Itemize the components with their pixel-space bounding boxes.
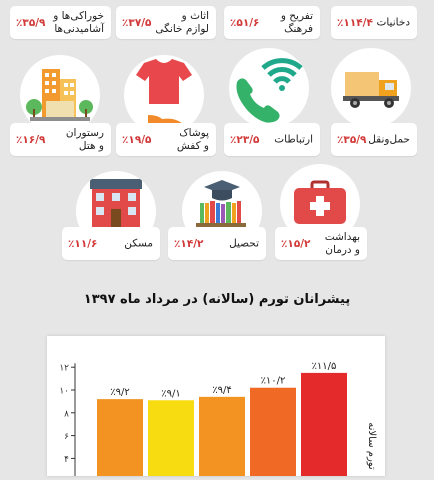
bar-value-label: ٪۹/۲ xyxy=(110,387,129,398)
bar xyxy=(250,387,296,480)
bar xyxy=(301,372,347,480)
category-value: ٪۳۷/۵ xyxy=(122,16,152,29)
y-tick-label: ۸ xyxy=(64,409,69,419)
category-label: رستوران و هتل xyxy=(65,126,104,152)
category-value: ٪۱۱/۶ xyxy=(68,237,98,250)
category-label: تحصیل xyxy=(229,237,259,249)
category-label: خوراکی‌ها و آشامیدنی‌ها xyxy=(53,9,104,35)
category-label: اثاث و لوازم خانگی xyxy=(155,9,209,35)
chart-panel: ۴ ۶ ۸ ۱۰ ۱۲ ٪۹/۲ ٪۹/۱ ٪۹/۴ ٪۱۰/۲ ٪۱۱/۵ تورم سالانه xyxy=(47,336,385,480)
category-card-education: تحصیل ٪۱۴/۲ xyxy=(168,227,266,260)
category-label: ارتباطات xyxy=(274,133,313,145)
category-label: بهداشت و درمان xyxy=(324,230,360,256)
category-value: ٪۵۱/۶ xyxy=(230,16,260,29)
truck-icon xyxy=(331,48,411,128)
y-tick-label: ۱۰ xyxy=(59,387,69,397)
category-label: پوشاک و کفش xyxy=(176,126,209,152)
category-card-clothing: پوشاک و کفش ٪۱۹/۵ xyxy=(116,123,216,156)
y-tick-label: ۶ xyxy=(64,432,69,442)
category-card-housing: مسکن ٪۱۱/۶ xyxy=(62,227,160,260)
category-card-comm: ارتباطات ٪۲۳/۵ xyxy=(224,123,320,156)
category-value: ٪۱۵/۲ xyxy=(281,237,311,250)
y-tick-label: ۱۲ xyxy=(59,364,69,374)
category-label: تفریح و فرهنگ xyxy=(280,9,313,35)
category-label: حمل‌ونقل xyxy=(368,133,410,145)
bar xyxy=(148,400,194,480)
category-value: ٪۲۳/۵ xyxy=(230,133,260,146)
category-card-tobacco: دخانیات ٪۱۱۴/۴ xyxy=(331,6,417,39)
category-value: ٪۳۵/۹ xyxy=(16,16,46,29)
category-card-leisure: تفریح و فرهنگ ٪۵۱/۶ xyxy=(224,6,320,39)
category-value: ٪۱۶/۹ xyxy=(16,133,46,146)
y-tick-label: ۴ xyxy=(64,455,69,465)
buildings-icon xyxy=(20,55,100,135)
bar-value-label: ٪۱۱/۵ xyxy=(312,361,337,372)
y-axis-title: تورم سالانه xyxy=(366,422,377,470)
category-value: ٪۱۱۴/۴ xyxy=(337,16,373,29)
category-label: مسکن xyxy=(124,237,153,249)
bar-value-label: ٪۹/۴ xyxy=(212,385,231,396)
bar xyxy=(97,399,143,480)
category-value: ٪۱۴/۲ xyxy=(174,237,204,250)
phone-wifi-icon xyxy=(229,48,309,128)
bar-value-label: ٪۱۰/۲ xyxy=(261,376,286,387)
chart-title: پیشرانان تورم (سالانه) در مرداد ماه ۱۳۹۷ xyxy=(83,292,351,307)
category-card-food: خوراکی‌ها و آشامیدنی‌ها ٪۳۵/۹ xyxy=(10,6,111,39)
category-card-furniture: اثاث و لوازم خانگی ٪۳۷/۵ xyxy=(116,6,216,39)
bar xyxy=(199,396,245,480)
bar-value-label: ٪۹/۱ xyxy=(161,388,180,399)
category-card-transport: حمل‌ونقل ٪۳۵/۹ xyxy=(331,123,417,156)
category-card-health: بهداشت و درمان ٪۱۵/۲ xyxy=(275,227,367,260)
category-value: ٪۳۵/۹ xyxy=(337,133,367,146)
bar-chart: ۴ ۶ ۸ ۱۰ ۱۲ ٪۹/۲ ٪۹/۱ ٪۹/۴ ٪۱۰/۲ ٪۱۱/۵ تورم سالانه xyxy=(59,361,377,480)
category-value: ٪۱۹/۵ xyxy=(122,133,152,146)
category-label: دخانیات xyxy=(376,16,410,28)
category-card-restaurant: رستوران و هتل ٪۱۶/۹ xyxy=(10,123,111,156)
